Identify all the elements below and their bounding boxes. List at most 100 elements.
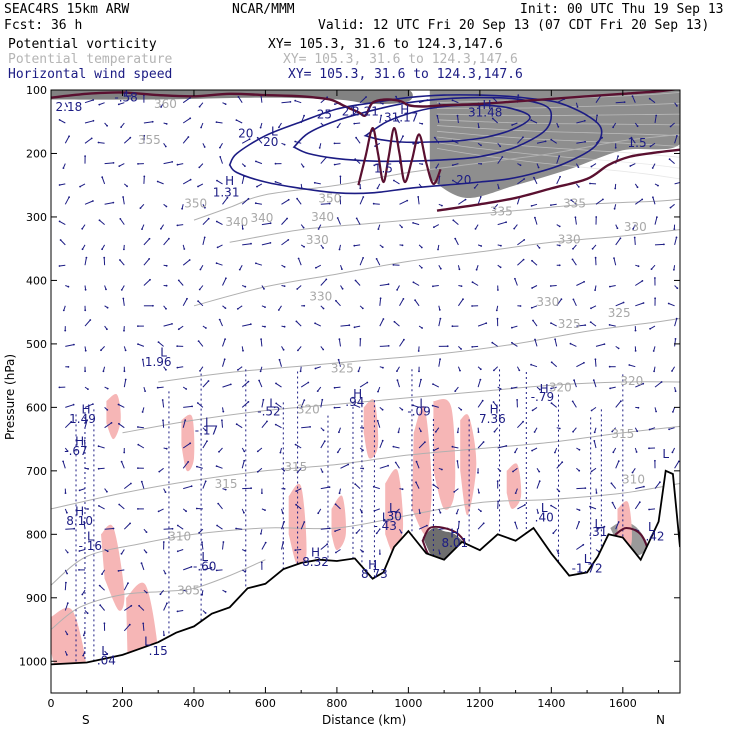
wind-vector [84,420,88,428]
wind-vector-head [655,410,657,413]
wind-vector-head [62,167,65,170]
wind-vector-head [137,325,139,327]
wind-vector [359,382,368,388]
wind-vector-head [84,309,87,312]
wind-vector-head [651,167,654,169]
wind-vector-head [451,445,454,448]
wind-vector-head [675,236,678,239]
wind-vector-head [584,324,587,326]
pink-region [181,414,195,472]
wind-vector [84,137,92,144]
wind-vector-head [554,451,556,454]
wind-vector-head [123,451,126,454]
wind-vector [182,461,189,469]
wind-vector-head [187,461,190,463]
wind-vector-head [376,419,379,422]
wind-vector-head [235,119,238,121]
wind-vector-head [164,491,167,493]
wind-vector [536,481,541,489]
wind-vector [178,280,184,286]
wind-vector-head [176,366,179,369]
wind-vector-head [677,460,680,463]
wind-vector-head [338,492,341,495]
legend-theta-xy: XY= 105.3, 31.6 to 124.3,147.6 [283,52,518,67]
wind-vector [630,137,636,144]
wind-vector-head [550,402,553,405]
wind-vector-head [141,411,144,413]
wind-vector-head [184,419,187,422]
wind-vector-head [456,114,459,117]
wind-vector [104,528,114,530]
wind-vector-head [537,512,539,514]
wind-vector [511,342,518,347]
wind-vector-head [491,341,494,344]
wind-vector [157,386,164,389]
wind-vector [477,322,487,327]
legend-theta-name: Potential temperature [8,52,173,67]
wind-vector-head [90,137,93,140]
wind-vector [143,258,150,266]
wind-vector [550,322,557,327]
wind-vector-head [480,245,483,247]
wind-vector [595,198,604,205]
y-tick-label: 1000 [19,655,47,668]
theta-label: 325 [608,306,631,320]
wind-vector-head [362,449,364,452]
wind-vector [98,505,105,510]
wind-vector-head [655,114,658,117]
wind-vector [334,386,341,389]
wind-vector-head [137,467,139,469]
wind-vector-head [392,445,395,448]
wind-vector-head [87,468,89,470]
theta-label: 315 [611,427,634,441]
wind-vector-head [176,610,179,613]
wind-vector-head [106,490,108,493]
wind-vector [674,318,678,327]
wind-vector [241,198,249,205]
extremum-label: .30 [383,509,402,523]
wind-vector-head [660,381,663,383]
wind-vector-head [471,281,474,284]
wind-vector [576,544,584,550]
wind-vector-head [205,327,207,329]
wind-vector-head [297,349,299,352]
wind-vector [202,440,208,449]
wind-vector-head [224,338,227,340]
wind-vector-head [537,166,540,169]
wind-vector [222,383,231,388]
wind-vector-head [255,262,257,265]
wind-vector-head [570,199,573,202]
extremum-label: .42 [645,530,664,544]
wind-vector-head [420,378,422,381]
pink-region [460,414,477,516]
wind-vector-head [353,404,356,406]
wind-vector-head [315,266,317,269]
wind-vector-head [222,410,225,413]
wind-vector [84,257,87,266]
wind-vector [457,521,460,530]
y-tick-label: 500 [26,338,47,351]
wind-vector-head [572,298,575,301]
wind-vector-head [550,387,552,390]
wind-vector [550,203,557,206]
wind-vector [60,239,66,246]
wind-vector-head [334,103,336,105]
wind-vector-head [66,551,69,554]
wind-vector-head [603,525,606,528]
wind-vector-head [294,443,297,446]
wind-vector-head [118,165,121,168]
wind-vector-head [381,439,384,442]
wind-vector-head [657,184,659,187]
wind-vector [221,420,223,428]
wind-vector-head [637,265,640,268]
wind-vector-head [137,163,139,165]
extremum-label: 31.48 [468,106,502,120]
wind-vector-head [633,236,636,239]
wind-vector [202,218,210,225]
wind-vector-head [224,103,227,105]
wind-vector [477,400,484,408]
y-tick-label: 300 [26,211,47,224]
wind-vector-head [101,573,103,575]
wind-vector [320,157,327,164]
wind-vector [668,303,675,307]
